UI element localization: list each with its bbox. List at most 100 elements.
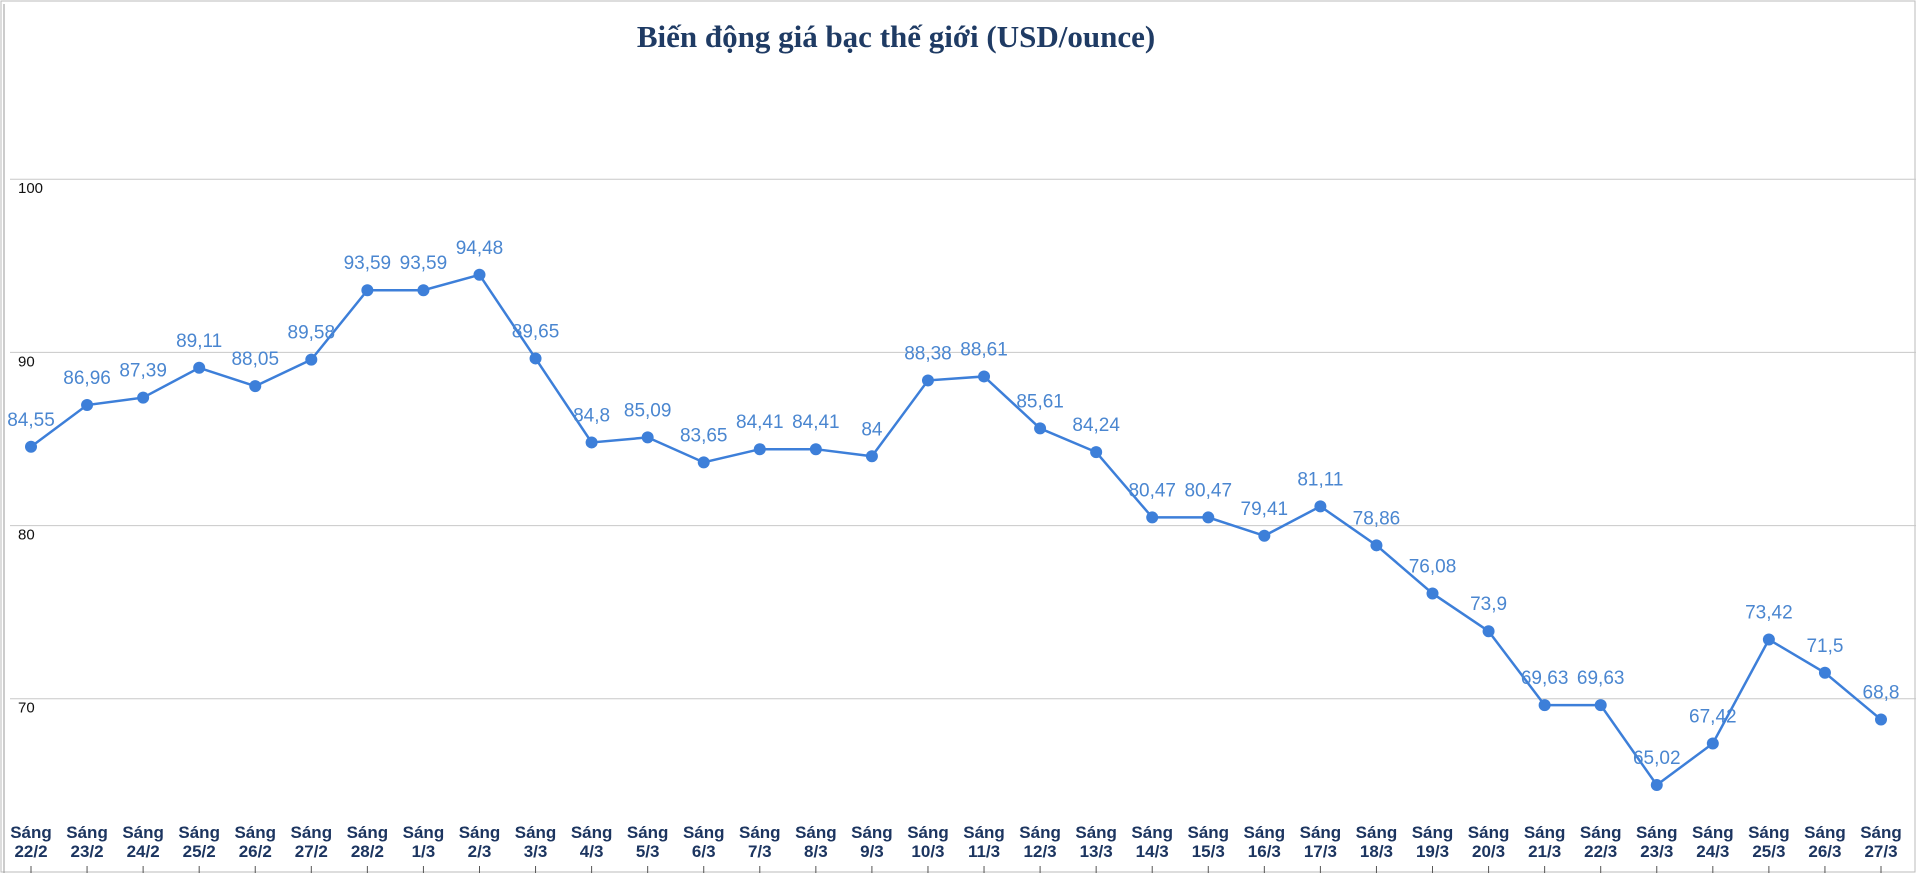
x-tick-label: Sáng 13/3: [1075, 823, 1117, 861]
x-tick-label: Sáng 28/2: [346, 823, 389, 861]
x-tick-label: Sáng 4/3: [570, 823, 613, 861]
x-tick-label: Sáng 24/3: [1692, 823, 1734, 861]
data-point: [25, 440, 37, 453]
value-label: 93,59: [400, 253, 448, 274]
x-tick-label: Sáng 26/2: [234, 823, 277, 861]
data-point: [81, 399, 94, 412]
x-tick-label: Sáng 8/3: [795, 823, 837, 861]
data-point: [921, 374, 934, 387]
value-label: 83,65: [680, 425, 728, 446]
value-label: 68,8: [1863, 683, 1900, 704]
x-tick-label: Sáng 23/2: [66, 823, 108, 861]
x-tick-label: Sáng 14/3: [1131, 823, 1173, 861]
data-point: [1258, 529, 1271, 542]
data-point: [1650, 779, 1663, 792]
x-tick-label: Sáng 11/3: [963, 823, 1005, 861]
data-point: [137, 391, 150, 404]
value-label: 94,48: [456, 238, 504, 259]
data-point: [1146, 511, 1159, 524]
x-tick-label: Sáng 16/3: [1243, 823, 1286, 861]
data-point: [1818, 666, 1831, 679]
value-label: 89,58: [288, 323, 336, 344]
y-tick-label: 100: [18, 180, 43, 197]
data-point: [1314, 500, 1327, 513]
value-label: 87,39: [119, 361, 167, 382]
x-tick-label: Sáng 7/3: [739, 823, 781, 861]
value-label: 84,24: [1072, 415, 1120, 436]
value-label: 80,47: [1184, 480, 1232, 501]
x-tick-label: Sáng 6/3: [682, 823, 725, 861]
chart-title: Biến động giá bạc thế giới (USD/ounce): [637, 19, 1155, 54]
value-label: 84,41: [736, 412, 784, 433]
data-line: [30, 273, 1882, 787]
data-point: [865, 450, 878, 463]
data-point: [1370, 539, 1383, 552]
value-label: 76,08: [1409, 556, 1457, 577]
value-label: 69,63: [1521, 668, 1569, 689]
data-point: [193, 361, 206, 374]
data-point: [473, 268, 486, 281]
value-label: 93,59: [344, 253, 392, 274]
data-point: [417, 284, 430, 297]
value-label: 88,05: [231, 349, 279, 370]
x-tick-label: Sáng 18/3: [1355, 823, 1398, 861]
value-label: 89,65: [512, 321, 560, 342]
value-label: 84,8: [573, 405, 610, 426]
data-point: [641, 431, 654, 444]
value-label: 71,5: [1806, 636, 1843, 657]
value-label: 84,55: [7, 410, 55, 431]
data-point: [1090, 446, 1103, 459]
data-point: [1594, 699, 1607, 712]
data-point: [1706, 737, 1719, 750]
x-tick-label: Sáng 25/2: [178, 823, 220, 861]
data-point: [1034, 422, 1047, 435]
data-point: [305, 353, 318, 366]
data-point: [809, 443, 822, 456]
data-point: [1875, 713, 1887, 726]
data-point: [529, 352, 542, 365]
data-point: [1202, 511, 1215, 524]
data-point: [249, 380, 262, 393]
value-label: 79,41: [1241, 499, 1289, 520]
x-tick-label: Sáng 22/2: [10, 823, 52, 861]
y-tick-label: 80: [18, 527, 35, 544]
data-point: [361, 284, 374, 297]
y-tick-label: 90: [18, 353, 35, 370]
data-point: [753, 443, 766, 456]
x-tick-label: Sáng 27/3: [1860, 823, 1902, 861]
x-tick-label: Sáng 12/3: [1019, 823, 1061, 861]
value-label: 89,11: [176, 331, 222, 352]
x-tick-label: Sáng 23/3: [1635, 823, 1678, 861]
value-label: 80,47: [1128, 480, 1176, 501]
x-tick-label: Sáng 9/3: [851, 823, 893, 861]
value-label: 84,41: [792, 412, 840, 433]
x-tick-label: Sáng 17/3: [1299, 823, 1342, 861]
value-label: 86,96: [63, 368, 111, 389]
x-tick-label: Sáng 20/3: [1467, 823, 1510, 861]
x-tick-label: Sáng 26/3: [1804, 823, 1846, 861]
x-tick-label: Sáng 10/3: [907, 823, 949, 861]
x-tick-label: Sáng 3/3: [514, 823, 557, 861]
value-label: 88,61: [960, 339, 1008, 360]
value-label: 85,61: [1016, 391, 1064, 412]
x-tick-label: Sáng 22/3: [1579, 823, 1622, 861]
data-point: [1482, 625, 1495, 638]
data-point: [978, 370, 991, 383]
value-label: 84: [861, 419, 883, 440]
x-tick-label: Sáng 25/3: [1748, 823, 1790, 861]
value-label: 65,02: [1633, 748, 1681, 769]
x-tick-label: Sáng 21/3: [1523, 823, 1566, 861]
y-tick-label: 70: [18, 700, 35, 717]
data-point: [1538, 699, 1551, 712]
value-label: 73,42: [1745, 603, 1793, 624]
x-tick-label: Sáng 24/2: [122, 823, 164, 861]
value-label: 88,38: [904, 343, 952, 364]
x-tick-label: Sáng 19/3: [1411, 823, 1454, 861]
data-point: [1426, 587, 1439, 600]
data-point: [585, 436, 598, 449]
x-tick-label: Sáng 5/3: [626, 823, 669, 861]
value-label: 69,63: [1577, 668, 1625, 689]
